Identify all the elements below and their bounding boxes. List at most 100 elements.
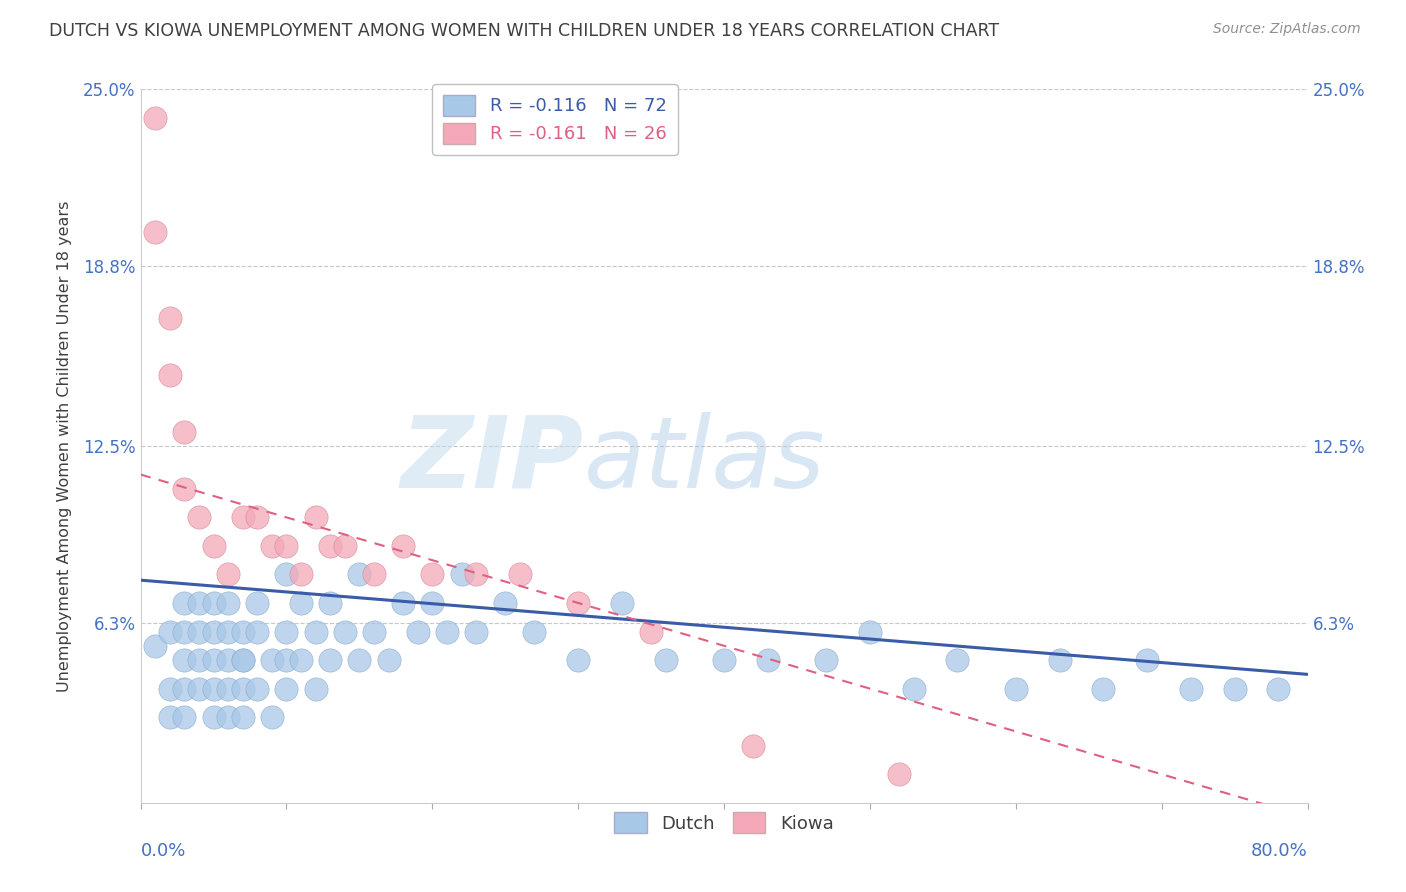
Point (465, 624, 488, 639)
Text: DUTCH VS KIOWA UNEMPLOYMENT AMONG WOMEN WITH CHILDREN UNDER 18 YEARS CORRELATION: DUTCH VS KIOWA UNEMPLOYMENT AMONG WOMEN … (49, 22, 1000, 40)
Point (159, 624, 181, 639)
Point (159, 368, 181, 382)
Point (143, 225, 166, 239)
Point (202, 539, 225, 553)
Point (217, 567, 239, 582)
Point (333, 624, 356, 639)
Point (363, 624, 385, 639)
Point (202, 624, 225, 639)
Point (333, 539, 356, 553)
Point (276, 624, 298, 639)
Point (217, 653, 239, 667)
Point (217, 681, 239, 696)
Point (655, 653, 678, 667)
Point (305, 510, 328, 524)
Point (143, 111, 166, 125)
Point (202, 681, 225, 696)
Point (610, 596, 633, 610)
Point (1223, 681, 1246, 696)
Point (143, 639, 166, 653)
Point (290, 596, 312, 610)
Point (246, 510, 269, 524)
Point (159, 681, 181, 696)
Point (1267, 681, 1289, 696)
Point (260, 653, 283, 667)
Point (232, 710, 254, 724)
Point (276, 681, 298, 696)
Point (815, 653, 838, 667)
Point (276, 539, 298, 553)
Point (173, 482, 195, 496)
Point (756, 653, 779, 667)
Point (260, 539, 283, 553)
Point (217, 710, 239, 724)
Point (188, 510, 211, 524)
Point (422, 596, 444, 610)
Point (903, 681, 925, 696)
Point (1180, 681, 1202, 696)
Point (202, 596, 225, 610)
Point (159, 710, 181, 724)
Text: 0.0%: 0.0% (141, 842, 186, 860)
Point (436, 624, 458, 639)
Point (319, 653, 342, 667)
Point (1136, 653, 1159, 667)
Point (509, 567, 531, 582)
Point (232, 510, 254, 524)
Y-axis label: Unemployment Among Women with Children Under 18 years: Unemployment Among Women with Children U… (58, 201, 72, 691)
Point (290, 653, 312, 667)
Point (232, 653, 254, 667)
Point (173, 653, 195, 667)
Point (188, 681, 211, 696)
Text: Source: ZipAtlas.com: Source: ZipAtlas.com (1213, 22, 1361, 37)
Point (422, 567, 444, 582)
Point (305, 624, 328, 639)
Point (246, 596, 269, 610)
Point (232, 624, 254, 639)
Point (173, 681, 195, 696)
Point (217, 624, 239, 639)
Point (363, 567, 385, 582)
Text: atlas: atlas (583, 412, 825, 508)
Point (377, 653, 399, 667)
Point (450, 567, 472, 582)
Point (260, 710, 283, 724)
Point (889, 767, 911, 781)
Point (859, 624, 882, 639)
Point (392, 596, 415, 610)
Point (232, 681, 254, 696)
Point (406, 624, 429, 639)
Legend: Dutch, Kiowa: Dutch, Kiowa (607, 805, 841, 840)
Point (246, 681, 269, 696)
Point (392, 539, 415, 553)
Point (276, 653, 298, 667)
Point (173, 624, 195, 639)
Point (305, 681, 328, 696)
Text: 80.0%: 80.0% (1251, 842, 1308, 860)
Point (946, 653, 969, 667)
Point (1005, 681, 1028, 696)
Point (742, 739, 765, 753)
Point (173, 596, 195, 610)
Point (290, 567, 312, 582)
Point (246, 624, 269, 639)
Point (188, 624, 211, 639)
Point (319, 596, 342, 610)
Point (567, 653, 589, 667)
Point (319, 539, 342, 553)
Point (567, 596, 589, 610)
Point (202, 653, 225, 667)
Point (1049, 653, 1071, 667)
Point (173, 710, 195, 724)
Point (188, 596, 211, 610)
Point (349, 653, 371, 667)
Point (640, 624, 662, 639)
Point (349, 567, 371, 582)
Point (713, 653, 735, 667)
Point (159, 310, 181, 325)
Point (523, 624, 546, 639)
Point (188, 653, 211, 667)
Point (465, 567, 488, 582)
Point (202, 710, 225, 724)
Point (276, 567, 298, 582)
